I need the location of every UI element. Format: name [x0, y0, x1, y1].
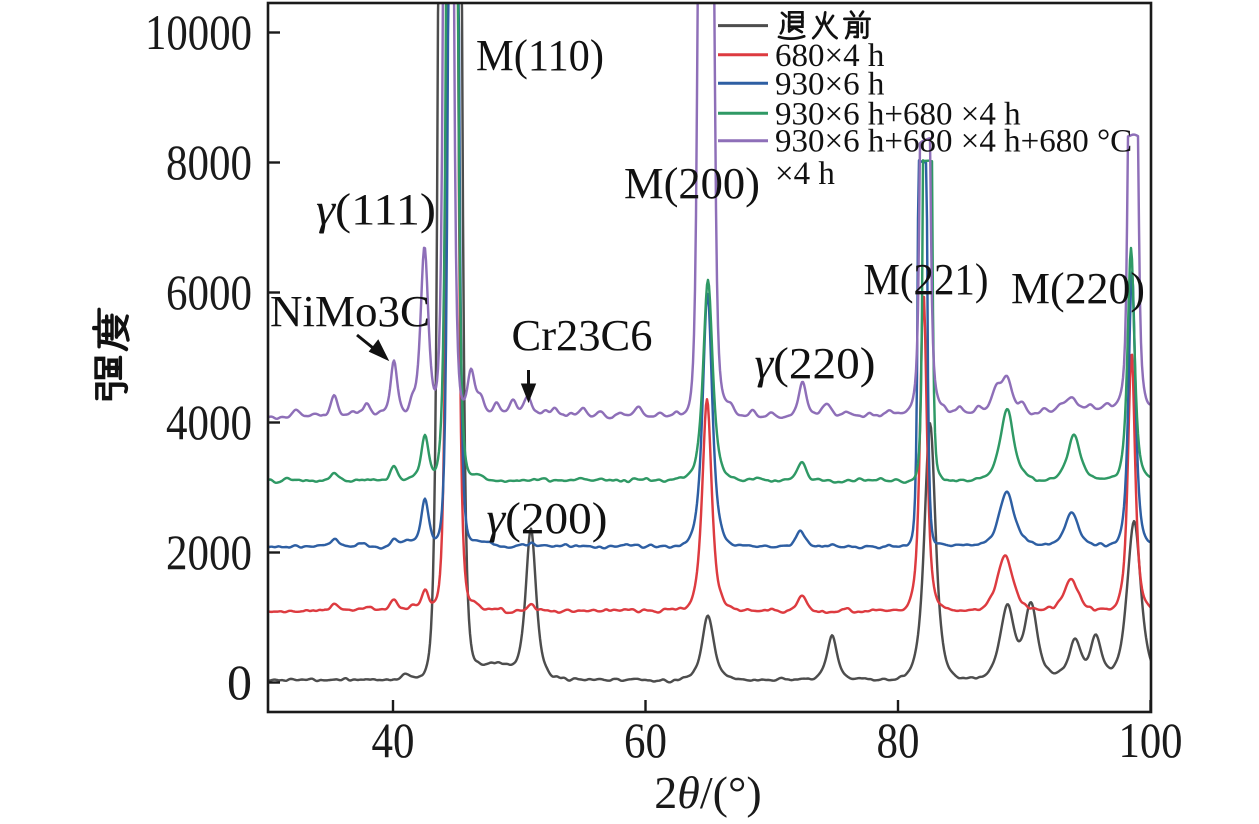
svg-text:2θ/(°): 2θ/(°) [654, 767, 761, 818]
svg-text:40: 40 [372, 712, 415, 768]
svg-text:10000: 10000 [145, 4, 252, 60]
svg-text:M(220): M(220) [1011, 264, 1145, 313]
svg-text:γ(111): γ(111) [316, 185, 436, 234]
svg-text:680×4 h: 680×4 h [775, 38, 885, 74]
svg-text:100: 100 [1119, 712, 1183, 768]
svg-text:M(110): M(110) [476, 31, 604, 80]
svg-text:M(221): M(221) [864, 255, 989, 304]
svg-text:Cr23C6: Cr23C6 [512, 311, 653, 360]
svg-text:NiMo3C: NiMo3C [270, 287, 430, 336]
svg-text:930×6 h+680 ×4 h+680 °C: 930×6 h+680 ×4 h+680 °C [775, 124, 1132, 160]
svg-text:4000: 4000 [166, 394, 252, 450]
svg-text:80: 80 [877, 712, 920, 768]
svg-text:930×6 h+680 ×4 h: 930×6 h+680 ×4 h [775, 96, 1021, 132]
svg-text:M(200): M(200) [624, 159, 760, 208]
svg-text:0: 0 [227, 654, 252, 710]
svg-text:2000: 2000 [166, 524, 252, 580]
svg-text:6000: 6000 [166, 264, 252, 320]
svg-text:8000: 8000 [166, 134, 252, 190]
svg-text:930×6 h: 930×6 h [775, 66, 885, 102]
svg-text:60: 60 [624, 712, 667, 768]
svg-text:γ(200): γ(200) [487, 494, 608, 543]
svg-text:γ(220): γ(220) [755, 339, 876, 388]
svg-text:×4 h: ×4 h [775, 156, 835, 192]
